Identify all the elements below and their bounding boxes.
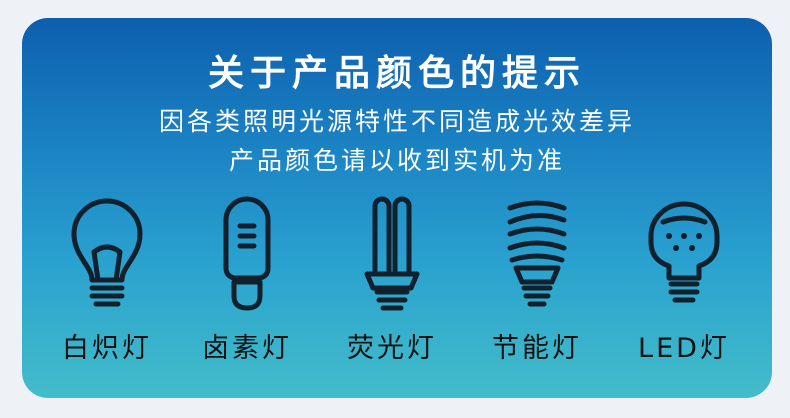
notice-line-2: 产品颜色请以收到实机为准 — [228, 146, 565, 175]
fluorescent-tube-icon — [364, 196, 420, 311]
bulb-item-led: LED灯 — [619, 196, 749, 364]
bulb-item-fluorescent: 荧光灯 — [327, 196, 457, 364]
led-bulb-icon — [648, 201, 720, 303]
page-title: 关于产品颜色的提示 — [207, 53, 586, 94]
incandescent-bulb-icon — [71, 198, 143, 307]
bulb-label-incandescent: 白炽灯 — [62, 333, 152, 364]
notice-card: 关于产品颜色的提示 因各类照明光源特性不同造成光效差异 产品颜色请以收到实机为准… — [22, 18, 772, 398]
bulb-label-cfl: 节能灯 — [492, 333, 582, 364]
bulb-label-halogen: 卤素灯 — [202, 333, 292, 364]
bulb-item-cfl: 节能灯 — [472, 196, 602, 364]
bulb-item-halogen: 卤素灯 — [182, 196, 312, 364]
bulb-item-incandescent: 白炽灯 — [42, 196, 172, 364]
bulb-label-fluorescent: 荧光灯 — [347, 333, 437, 364]
notice-line-1: 因各类照明光源特性不同造成光效差异 — [158, 107, 635, 136]
cfl-spiral-bulb-icon — [507, 200, 567, 307]
halogen-bulb-icon — [223, 196, 271, 311]
bulb-label-led: LED灯 — [638, 333, 730, 364]
